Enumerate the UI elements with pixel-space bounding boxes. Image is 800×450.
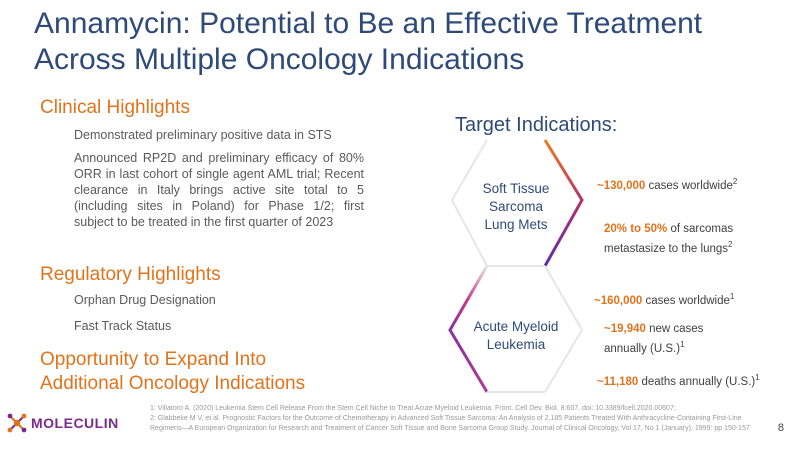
- stat-aml-cases-number: ~160,000: [594, 294, 643, 307]
- stat-aml-new-cases-text: new cases: [645, 323, 704, 335]
- stat-aml-new-cases: ~19,940 new cases annually (U.S.)1: [604, 322, 703, 357]
- regulatory-item-2: Fast Track Status: [74, 319, 172, 333]
- footnote-2: 2: Glabbeke M V, et al. Prognostic Facto…: [150, 415, 750, 432]
- clinical-heading: Clinical Highlights: [40, 97, 190, 118]
- stat-aml-cases-text: cases worldwide: [642, 294, 730, 307]
- stat-sts-cases-ref: 2: [732, 177, 738, 186]
- moleculin-logo: MOLECULIN: [6, 412, 119, 434]
- stat-sts-metastasize-text: of sarcomas: [667, 223, 734, 235]
- footnotes: 1: Villatoro A. (2020) Leukemia Stem Cel…: [150, 404, 770, 434]
- opportunity-line-2: Additional Oncology Indications: [40, 373, 306, 394]
- stat-aml-deaths-text: deaths annually (U.S.): [638, 375, 756, 388]
- aml-label-line-1: Acute Myeloid: [473, 319, 559, 334]
- regulatory-item-1: Orphan Drug Designation: [74, 293, 216, 307]
- regulatory-heading: Regulatory Highlights: [40, 264, 221, 285]
- aml-label-line-2: Leukemia: [486, 337, 546, 352]
- logo-text: MOLECULIN: [31, 415, 119, 431]
- stat-aml-new-cases-number: ~19,940: [604, 323, 646, 335]
- stat-aml-new-cases-line-2: annually (U.S.): [604, 342, 681, 355]
- clinical-item-2: Announced RP2D and preliminary efficacy …: [74, 151, 364, 229]
- stat-aml-new-cases-ref: 1: [680, 340, 685, 349]
- sts-label: Soft Tissue Sarcoma Lung Mets: [466, 180, 566, 234]
- molecule-icon: [7, 413, 27, 433]
- page-number: 8: [777, 422, 784, 434]
- title-line-2: Across Multiple Oncology Indications: [34, 43, 525, 76]
- title-line-1: Annamycin: Potential to Be an Effective …: [34, 7, 703, 40]
- stat-sts-cases-number: ~130,000: [597, 179, 646, 192]
- opportunity-line-1: Opportunity to Expand Into: [40, 349, 267, 370]
- stat-sts-metastasize-number: 20% to 50%: [604, 223, 668, 235]
- target-indications-title: Target Indications:: [455, 114, 618, 136]
- opportunity-heading: Opportunity to Expand Into Additional On…: [40, 348, 305, 396]
- stat-aml-deaths-ref: 1: [755, 373, 760, 382]
- stat-sts-cases: ~130,000 cases worldwide2: [597, 174, 737, 194]
- stat-sts-cases-text: cases worldwide: [645, 179, 733, 192]
- stat-aml-cases-ref: 1: [729, 292, 735, 301]
- sts-label-line-2: Sarcoma: [488, 199, 544, 214]
- stat-aml-cases: ~160,000 cases worldwide1: [594, 289, 734, 309]
- aml-label: Acute Myeloid Leukemia: [462, 318, 570, 354]
- slide-title: Annamycin: Potential to Be an Effective …: [34, 6, 774, 78]
- stat-sts-metastasize-line-2: metastasize to the lungs: [604, 242, 729, 255]
- clinical-item-1: Demonstrated preliminary positive data i…: [74, 128, 332, 142]
- stat-aml-deaths: ~11,180 deaths annually (U.S.)1: [597, 370, 760, 390]
- sts-label-line-1: Soft Tissue: [482, 181, 550, 196]
- stat-sts-metastasize: 20% to 50% of sarcomas metastasize to th…: [604, 222, 733, 257]
- stat-sts-metastasize-ref: 2: [728, 240, 733, 249]
- stat-aml-deaths-number: ~11,180: [597, 375, 639, 388]
- sts-label-line-3: Lung Mets: [484, 217, 548, 232]
- footnote-1: 1: Villatoro A. (2020) Leukemia Stem Cel…: [150, 405, 676, 412]
